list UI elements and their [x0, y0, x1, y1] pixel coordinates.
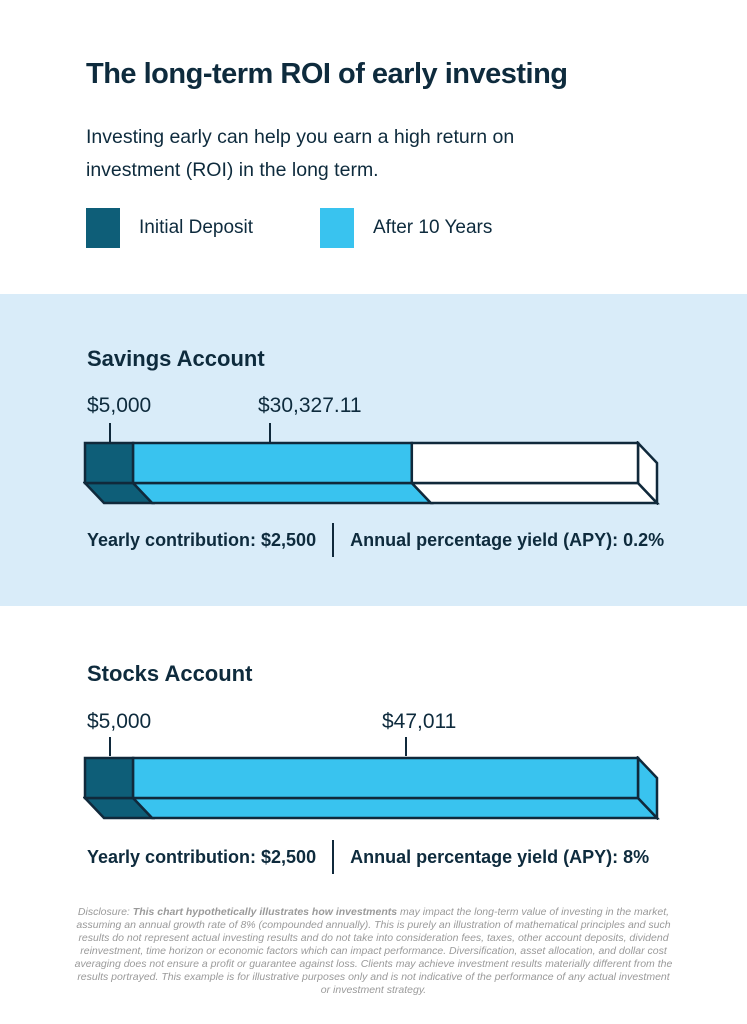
stats-divider	[332, 523, 335, 557]
initial-deposit-swatch-icon	[86, 208, 120, 248]
savings-yearly-contribution: Yearly contribution: $2,500	[87, 529, 317, 550]
stocks-initial-callout-tick	[109, 737, 111, 756]
stocks-account-section: Stocks Account $5,000 $47,011 Yearly con…	[0, 606, 747, 906]
savings-initial-deposit-value: $5,000	[87, 394, 152, 417]
stocks-apy: Annual percentage yield (APY): 8%	[350, 846, 650, 867]
after-10-years-swatch-icon	[320, 208, 354, 248]
stocks-section-title: Stocks Account	[87, 661, 253, 686]
legend-label-after-10-years: After 10 Years	[373, 217, 493, 238]
disclosure-prefix: Disclosure:	[77, 906, 133, 918]
stocks-after-10-years-value: $47,011	[382, 710, 457, 733]
legend-item-initial-deposit: Initial Deposit	[86, 208, 253, 248]
savings-initial-callout-tick	[109, 423, 111, 442]
legend-label-initial-deposit: Initial Deposit	[139, 217, 254, 238]
stats-divider	[332, 840, 335, 874]
stocks-value-callout-tick	[405, 737, 407, 756]
savings-account-section: Savings Account $5,000 $30,327.11 Yearly…	[0, 294, 747, 606]
page-title: The long-term ROI of early investing	[86, 58, 568, 90]
stocks-stats-row: Yearly contribution: $2,500 Annual perce…	[87, 840, 649, 874]
savings-value-callout-tick	[269, 423, 271, 442]
stocks-3d-bar-chart	[83, 756, 660, 820]
savings-3d-bar-chart	[83, 441, 660, 505]
savings-section-title: Savings Account	[87, 346, 265, 371]
disclosure-bold: This chart hypothetically illustrates ho…	[132, 906, 398, 918]
legend-item-after-10-years: After 10 Years	[320, 208, 492, 248]
page-subtitle: Investing early can help you earn a high…	[86, 126, 515, 181]
disclosure-text: Disclosure: This chart hypothetically il…	[74, 906, 674, 997]
savings-stats-row: Yearly contribution: $2,500 Annual perce…	[87, 523, 664, 557]
savings-after-10-years-value: $30,327.11	[258, 394, 362, 417]
savings-apy: Annual percentage yield (APY): 0.2%	[350, 529, 665, 550]
stocks-initial-deposit-value: $5,000	[87, 710, 152, 733]
stocks-yearly-contribution: Yearly contribution: $2,500	[87, 846, 317, 867]
disclosure-rest: may impact the long-term value of invest…	[74, 906, 673, 996]
